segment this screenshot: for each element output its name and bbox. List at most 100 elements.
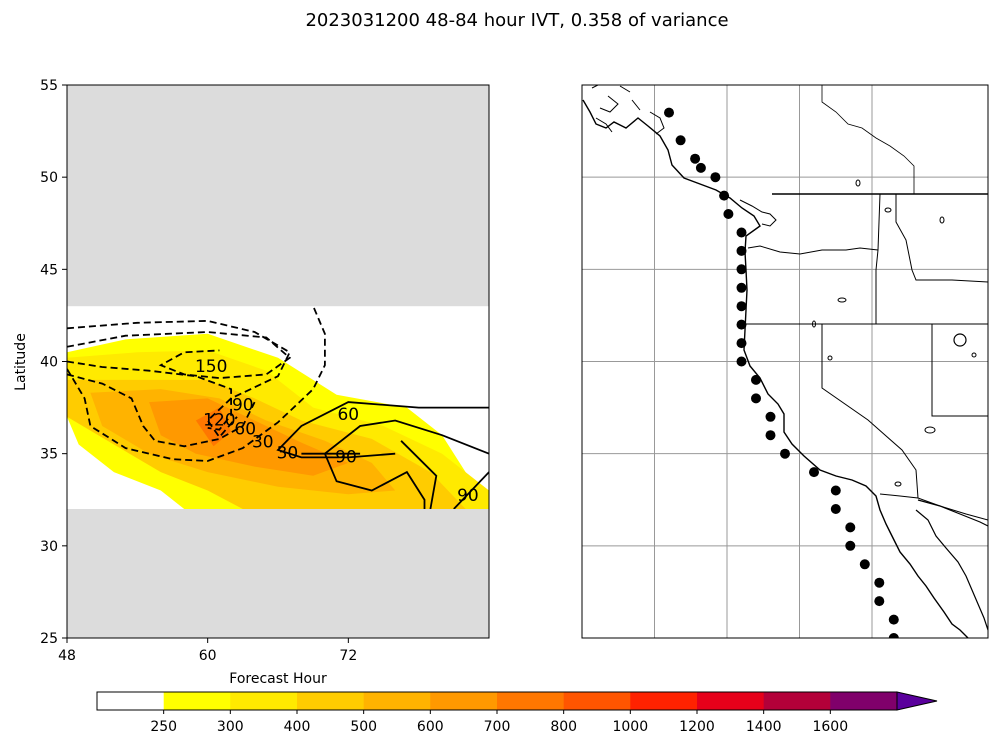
map-point — [736, 319, 747, 330]
contour-label: 90 — [232, 396, 254, 416]
map-point — [736, 227, 747, 238]
lake — [827, 355, 833, 361]
negative-contour — [67, 331, 292, 380]
negative-contour — [67, 319, 291, 439]
map-point — [695, 162, 706, 173]
salton-sea — [894, 481, 902, 487]
y-tick-label: 55 — [40, 78, 58, 94]
washington-oregon-border — [747, 245, 879, 255]
lake — [855, 179, 861, 187]
lake-mead — [924, 426, 936, 434]
idaho-border — [875, 193, 881, 324]
colorbar-tick-label: 1600 — [812, 719, 848, 735]
map-point — [664, 107, 674, 118]
y-axis-ticks: 25 30 35 40 45 50 55 — [40, 78, 67, 647]
colorbar-tick-label: 400 — [284, 719, 311, 735]
map-geography — [582, 85, 988, 638]
y-tick-label: 40 — [40, 355, 58, 371]
map-point — [845, 522, 856, 533]
colorbar-segments — [97, 692, 898, 710]
map-point — [888, 633, 899, 638]
colorbar-tick-label: 1000 — [612, 719, 648, 735]
colorbar-segment — [363, 692, 431, 710]
colorbar-segment — [430, 692, 498, 710]
map-point — [736, 301, 747, 312]
lake — [939, 216, 945, 224]
colorbar-segment — [763, 692, 831, 710]
contour-label: 30 — [252, 433, 274, 453]
map-point — [736, 245, 747, 256]
contour-label: 150 — [195, 357, 227, 377]
map-point — [874, 577, 885, 588]
colorbar-segment — [97, 692, 165, 710]
map-point — [675, 135, 686, 146]
nevada-utah-border — [931, 324, 988, 417]
masked-region-south — [67, 509, 489, 638]
ivt-contour-lines — [67, 305, 489, 509]
colorbar-segment — [163, 692, 231, 710]
colorbar: 250 300 400 500 600 700 800 1000 1200 1400 1600 — [96, 691, 938, 735]
x-tick-label: 72 — [339, 648, 357, 664]
map-point — [765, 411, 776, 422]
figure-title: 2023031200 48-84 hour IVT, 0.358 of vari… — [305, 10, 728, 31]
map-point — [710, 172, 721, 183]
map-point — [751, 374, 761, 385]
coastline — [582, 99, 969, 638]
map-point — [765, 430, 776, 441]
map-point — [809, 467, 819, 478]
y-tick-label: 50 — [40, 170, 58, 186]
colorbar-segment — [563, 692, 631, 710]
map-point — [830, 485, 841, 496]
colorbar-tick-label: 500 — [350, 719, 377, 735]
colorbar-tick-label: 1200 — [679, 719, 715, 735]
map-point — [736, 282, 747, 293]
idaho-montana-border — [895, 194, 988, 283]
y-tick-label: 30 — [40, 539, 58, 555]
negative-contour — [67, 373, 256, 448]
map-gridlines — [582, 85, 988, 638]
x-axis-label: Forecast Hour — [229, 671, 327, 687]
map-point — [888, 614, 899, 625]
colorbar-segment — [497, 692, 565, 710]
contour-label: 120 — [203, 411, 235, 431]
positive-contour — [276, 401, 489, 459]
x-tick-label: 48 — [58, 648, 76, 664]
y-axis-label: Latitude — [13, 333, 29, 391]
colorbar-tick-label: 1400 — [746, 719, 782, 735]
negative-contour — [67, 360, 233, 431]
map-point — [736, 338, 747, 349]
map-point — [830, 504, 841, 514]
colorbar-tick-label: 600 — [417, 719, 444, 735]
contour-label: 90 — [335, 447, 357, 467]
contour-label: 60 — [337, 405, 359, 425]
positive-contour — [323, 419, 489, 509]
map-point — [780, 448, 790, 459]
map-point — [859, 559, 870, 570]
mainland-mexico-coast — [917, 499, 988, 527]
map-point — [736, 356, 747, 367]
great-salt-lake — [953, 333, 967, 347]
baja-east-coast — [915, 509, 988, 631]
negative-contour — [67, 305, 326, 462]
y-tick-label: 35 — [40, 447, 58, 463]
contour-label: 90 — [457, 486, 479, 506]
colorbar-tick-label: 300 — [217, 719, 244, 735]
contour-label: 60 — [234, 420, 256, 440]
map-point — [723, 209, 734, 219]
colorbar-tick-label: 250 — [150, 719, 177, 735]
contour-label: 30 — [277, 444, 299, 464]
colorbar-tick-label: 800 — [550, 719, 577, 735]
colorbar-segment — [697, 692, 765, 710]
map-point — [845, 540, 856, 551]
colorbar-segment — [830, 692, 898, 710]
canada-interior-lines — [821, 85, 915, 194]
lake — [837, 297, 847, 303]
colorbar-segment — [630, 692, 698, 710]
california-nevada-border — [821, 324, 919, 499]
canada-islands — [591, 85, 777, 227]
colorbar-segment — [230, 692, 298, 710]
y-tick-label: 45 — [40, 262, 58, 278]
